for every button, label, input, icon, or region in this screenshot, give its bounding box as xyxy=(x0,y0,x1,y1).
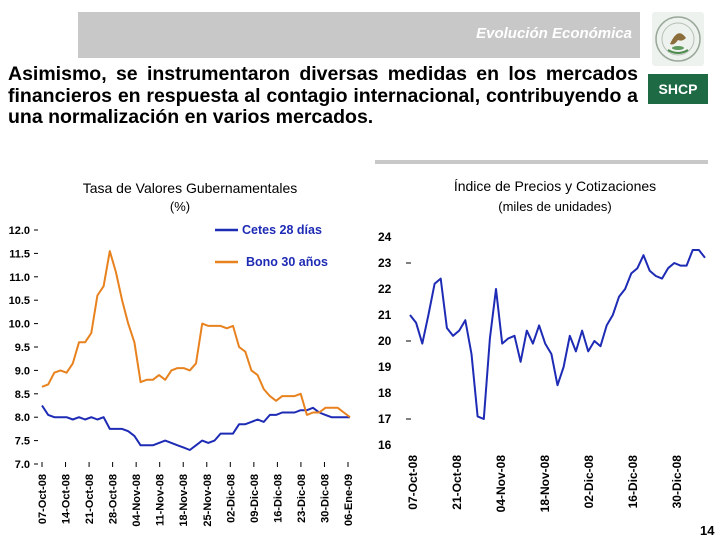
mexican-coat-of-arms-icon xyxy=(652,12,704,66)
y-tick-label: 7.5 xyxy=(15,436,30,448)
x-tick-label: 30-Dic-08 xyxy=(319,474,331,523)
x-tick-label: 18-Nov-08 xyxy=(538,455,552,513)
x-tick-label: 09-Dic-08 xyxy=(249,474,261,523)
x-tick-label: 02-Dic-08 xyxy=(582,455,596,509)
left-line-chart: 12.0 11.5 11.0 10.5 10.0 9.5 9.0 8.5 8.0 7.5 7.0 07… xyxy=(9,223,355,527)
legend-cetes-label: Cetes 28 días xyxy=(242,223,322,237)
y-tick-label: 8.0 xyxy=(15,412,30,424)
x-tick-label: 21-Oct-08 xyxy=(84,474,96,524)
y-tick-label: 9.0 xyxy=(15,365,30,377)
y-tick-label: 8.5 xyxy=(15,389,30,401)
x-tick-label: 23-Dic-08 xyxy=(296,474,308,523)
x-tick-label: 07-Oct-08 xyxy=(406,455,420,510)
shcp-logo: SHCP xyxy=(648,74,708,104)
x-tick-label: 02-Dic-08 xyxy=(225,474,237,523)
y-tick-label: 9.5 xyxy=(15,342,30,354)
right-line-chart: 24 23 22 21 20 19 18 17 16 07-Oct-08 21-Oct-08 04-N… xyxy=(378,230,706,513)
x-tick-label: 30-Dic-08 xyxy=(670,455,684,509)
x-tick-label: 16-Dic-08 xyxy=(272,474,284,523)
y-tick-label: 21 xyxy=(378,308,392,322)
header-title: Evolución Económica xyxy=(476,25,632,42)
y-tick-label: 7.0 xyxy=(15,459,30,471)
x-tick-label: 25-Nov-08 xyxy=(202,474,214,527)
x-tick-label: 06-Ene-09 xyxy=(343,474,355,526)
right-chart-subtitle: (miles de unidades) xyxy=(498,199,612,214)
y-tick-label: 24 xyxy=(378,230,392,244)
y-tick-label: 17 xyxy=(378,412,392,426)
y-tick-label: 11.5 xyxy=(9,248,30,260)
x-tick-label: 11-Nov-08 xyxy=(155,474,167,526)
x-tick-label: 21-Oct-08 xyxy=(450,455,464,510)
cetes-series-line xyxy=(41,404,350,451)
logo: SHCP xyxy=(648,12,708,104)
y-tick-label: 20 xyxy=(378,334,392,348)
header-bar: Evolución Económica xyxy=(78,12,640,58)
y-tick-label: 18 xyxy=(378,386,392,400)
x-tick-label: 28-Oct-08 xyxy=(108,474,120,524)
left-chart-title: Tasa de Valores Gubernamentales xyxy=(82,180,298,196)
y-tick-label: 12.0 xyxy=(9,225,30,237)
legend-bono-label: Bono 30 años xyxy=(246,255,328,269)
x-tick-label: 04-Nov-08 xyxy=(494,455,508,513)
y-tick-label: 22 xyxy=(378,282,392,296)
x-tick-label: 18-Nov-08 xyxy=(178,474,190,527)
y-tick-label: 16 xyxy=(378,438,392,452)
intro-paragraph: Asimismo, se instrumentaron diversas med… xyxy=(8,63,638,128)
x-tick-label: 04-Nov-08 xyxy=(131,474,143,527)
y-tick-label: 10.5 xyxy=(9,295,30,307)
y-tick-label: 10.0 xyxy=(9,319,30,331)
x-tick-label: 07-Oct-08 xyxy=(37,474,49,524)
right-chart-title: Índice de Precios y Cotizaciones xyxy=(453,178,657,194)
divider xyxy=(375,160,708,164)
bono-series-line xyxy=(41,250,351,418)
page-number: 14 xyxy=(700,523,715,538)
x-tick-label: 14-Oct-08 xyxy=(61,474,73,524)
x-tick-label: 16-Dic-08 xyxy=(626,455,640,509)
y-tick-label: 19 xyxy=(378,360,392,374)
left-chart-subtitle: (%) xyxy=(169,199,191,214)
ipc-series-line xyxy=(409,249,706,420)
y-tick-label: 11.0 xyxy=(9,272,30,284)
y-tick-label: 23 xyxy=(378,256,392,270)
